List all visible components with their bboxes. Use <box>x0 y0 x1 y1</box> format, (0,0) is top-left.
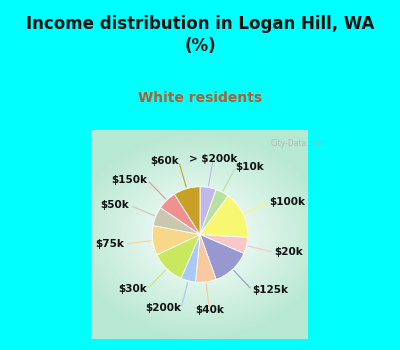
Text: Income distribution in Logan Hill, WA
(%): Income distribution in Logan Hill, WA (%… <box>26 15 374 55</box>
Text: $100k: $100k <box>269 197 305 207</box>
Text: > $200k: > $200k <box>189 154 237 164</box>
Text: City-Data.com: City-Data.com <box>271 139 326 148</box>
Wedge shape <box>200 190 228 235</box>
Text: $75k: $75k <box>95 239 124 249</box>
Wedge shape <box>200 196 248 238</box>
Wedge shape <box>174 187 200 234</box>
Text: $50k: $50k <box>101 200 130 210</box>
Wedge shape <box>200 187 216 234</box>
Wedge shape <box>196 234 216 282</box>
Wedge shape <box>152 225 200 255</box>
Text: $200k: $200k <box>145 303 181 314</box>
Text: $10k: $10k <box>236 162 264 172</box>
Wedge shape <box>200 234 244 279</box>
Text: $30k: $30k <box>118 284 147 294</box>
Wedge shape <box>153 208 200 234</box>
Text: White residents: White residents <box>138 91 262 105</box>
Wedge shape <box>181 234 200 282</box>
Wedge shape <box>157 234 200 278</box>
Text: $40k: $40k <box>195 305 224 315</box>
Text: $60k: $60k <box>150 156 179 166</box>
Text: $20k: $20k <box>274 247 303 257</box>
Wedge shape <box>200 234 248 253</box>
Wedge shape <box>160 194 200 235</box>
Text: $125k: $125k <box>252 285 288 295</box>
Text: $150k: $150k <box>111 175 147 185</box>
